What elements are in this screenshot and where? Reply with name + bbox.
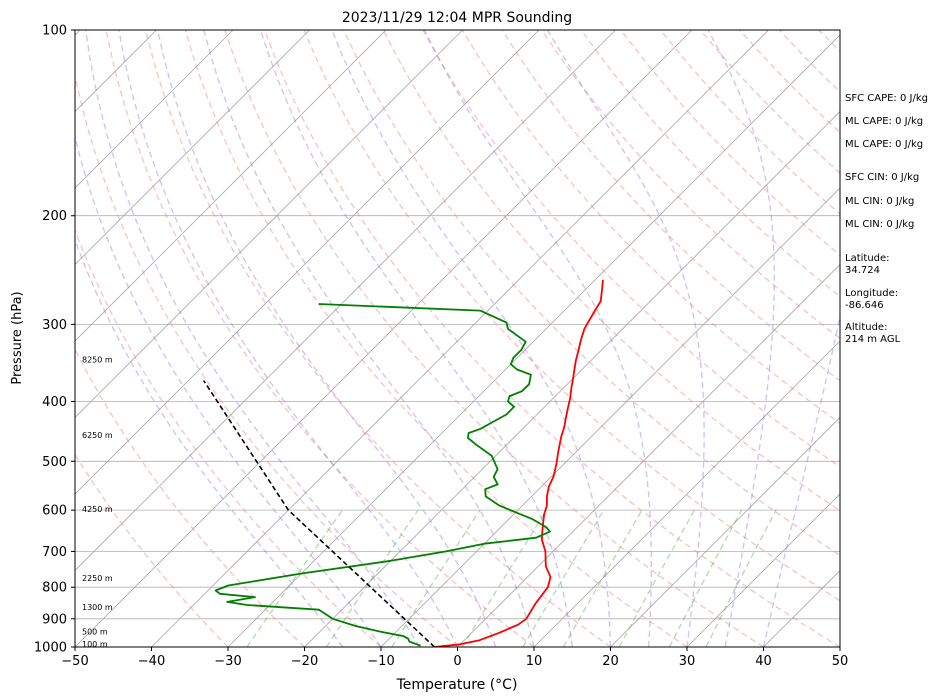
- isotherm-line: [227, 34, 840, 647]
- height-label: 1300 m: [82, 603, 113, 612]
- x-tick-label: −30: [214, 654, 241, 669]
- mixing-ratio-line: [705, 509, 777, 647]
- moist-adiabat-line: [156, 30, 497, 647]
- height-label: 6250 m: [82, 431, 113, 440]
- x-tick-label: −50: [61, 654, 88, 669]
- y-tick-label: 500: [42, 455, 67, 470]
- moist-adiabat-line: [118, 30, 459, 647]
- parcel-path-line: [203, 380, 436, 647]
- y-tick-label: 700: [42, 545, 67, 560]
- sfc-cape-text: SFC CAPE: 0 J/kg: [845, 93, 928, 104]
- isotherm-line: [151, 30, 769, 647]
- moist-adiabat-line: [331, 30, 612, 647]
- mixing-ratio-line: [522, 509, 605, 647]
- isotherm-line: [75, 30, 540, 495]
- dry-adiabat-line: [580, 30, 840, 298]
- dry-adiabat-line: [105, 30, 535, 647]
- dewpoint-line: [214, 303, 551, 647]
- isotherm-line: [686, 493, 840, 647]
- chart-title: 2023/11/29 12:04 MPR Sounding: [342, 10, 572, 26]
- isotherm-line: [75, 30, 693, 647]
- height-label: 2250 m: [82, 574, 113, 583]
- x-tick-label: −20: [291, 654, 318, 669]
- ml-cape-text-2: ML CAPE: 0 J/kg: [845, 139, 924, 150]
- moist-adiabat-line: [203, 30, 535, 647]
- mixing-ratio-line: [618, 509, 696, 647]
- mixing-ratio-line: [246, 509, 344, 647]
- moist-adiabat-line: [75, 237, 344, 647]
- moist-adiabat-line: [85, 30, 420, 647]
- moist-adiabat-line: [546, 30, 705, 647]
- dry-adiabat-line: [263, 30, 840, 647]
- mixing-ratio-line: [391, 509, 481, 647]
- isotherm-line: [75, 30, 387, 342]
- sfc-cin-text: SFC CIN: 0 J/kg: [845, 172, 920, 183]
- y-ticks: 1000 900 800 700 600 500 400 300 200 100: [34, 24, 75, 656]
- x-tick-label: 50: [832, 654, 849, 669]
- x-axis-label: Temperature (°C): [396, 677, 518, 693]
- isotherm-line: [610, 416, 840, 647]
- ml-cin-text-2: ML CIN: 0 J/kg: [845, 219, 915, 230]
- isotherm-line: [75, 30, 463, 419]
- height-label: 4250 m: [82, 505, 113, 514]
- moist-adiabat-line: [259, 30, 573, 647]
- height-label: 500 m: [82, 628, 108, 637]
- dry-adiabat-line: [145, 30, 611, 647]
- isotherm-line: [75, 30, 310, 266]
- mixing-ratio-line: [668, 509, 743, 647]
- isotherm-line: [304, 110, 840, 647]
- y-tick-label: 1000: [34, 641, 67, 656]
- y-tick-label: 800: [42, 581, 67, 596]
- x-tick-label: −40: [138, 654, 165, 669]
- y-tick-label: 300: [42, 318, 67, 333]
- moist-adiabat-line: [707, 30, 775, 647]
- mixing-ratio-line: [562, 509, 643, 647]
- x-tick-label: 30: [679, 654, 696, 669]
- dry-adiabat-line: [75, 72, 458, 647]
- moist-adiabat-line: [75, 134, 382, 647]
- ml-cape-text: ML CAPE: 0 J/kg: [845, 116, 924, 127]
- mixing-ratio-line: [461, 509, 548, 647]
- x-tick-label: 10: [526, 654, 543, 669]
- y-tick-label: 400: [42, 395, 67, 410]
- isotherm-line: [533, 340, 840, 647]
- height-labels: 100 m 500 m 1300 m 2250 m 4250 m 6250 m 8250 m: [82, 355, 113, 648]
- x-tick-label: 0: [453, 654, 461, 669]
- longitude-text: Longitude: -86.646: [845, 288, 899, 311]
- y-tick-label: 100: [42, 24, 67, 39]
- mixing-ratio-line: [325, 509, 419, 647]
- isotherm-line: [457, 263, 840, 647]
- temperature-line: [434, 279, 604, 647]
- height-label: 8250 m: [82, 355, 113, 364]
- y-tick-label: 600: [42, 504, 67, 519]
- latitude-text: Latitude: 34.724: [845, 253, 890, 276]
- moist-adiabat-line: [762, 312, 840, 647]
- dry-adiabat-line: [184, 30, 688, 647]
- y-tick-label: 900: [42, 612, 67, 627]
- moist-adiabat-line: [423, 30, 652, 647]
- x-tick-label: 20: [602, 654, 619, 669]
- height-label: 100 m: [82, 640, 108, 649]
- y-tick-label: 200: [42, 209, 67, 224]
- x-ticks: −50 −40 −30 −20 −10 0 10 20 30 40 50: [61, 647, 848, 669]
- x-tick-label: −10: [367, 654, 394, 669]
- dry-adiabat-line: [75, 347, 305, 647]
- dry-adiabat-line: [75, 228, 382, 647]
- ml-cin-text: ML CIN: 0 J/kg: [845, 196, 915, 207]
- isotherm-line: [75, 30, 234, 189]
- y-axis-label: Pressure (hPa): [10, 291, 25, 384]
- background-lines: [75, 30, 840, 647]
- altitude-text: Altitude: 214 m AGL: [845, 322, 901, 345]
- x-tick-label: 40: [755, 654, 772, 669]
- series-layer: [203, 279, 604, 647]
- isotherm-line: [75, 30, 616, 572]
